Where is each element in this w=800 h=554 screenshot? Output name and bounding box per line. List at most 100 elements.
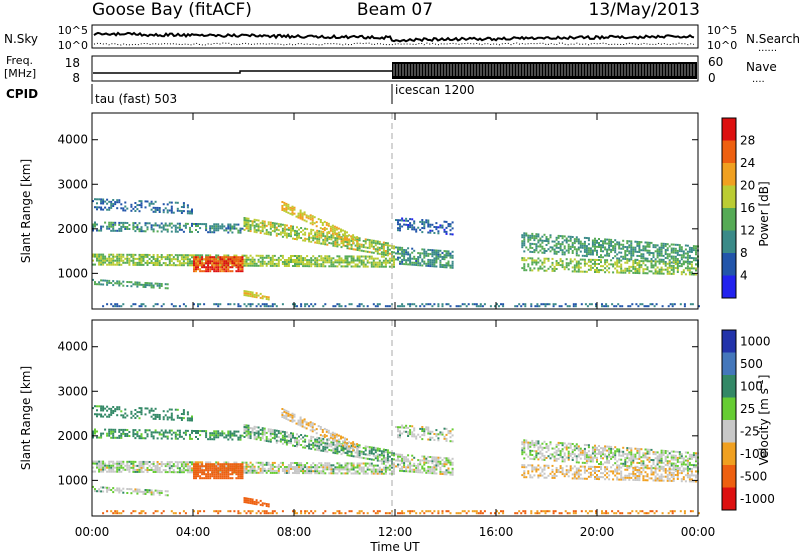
power-cell [612,245,615,247]
power-cell [267,233,270,236]
velocity-cell [168,416,171,419]
power-cell [132,228,135,231]
power-cell [431,229,434,232]
velocity-cell [140,470,143,473]
power-cell [445,303,448,306]
power-cell [419,305,422,308]
power-cell [303,219,306,222]
velocity-cell [340,447,343,450]
power-cell [382,241,385,244]
power-cell [399,260,401,263]
power-cell [433,226,436,228]
date-title: 13/May/2013 [589,0,701,20]
velocity-cell [193,467,195,470]
power-cell [523,265,526,268]
power-cell [427,254,430,257]
power-cell [114,201,117,204]
power-cell [670,264,673,267]
power-cell [195,229,197,231]
velocity-cell [120,466,123,469]
power-cell [308,259,311,262]
velocity-cell [162,418,165,421]
power-cell [144,261,147,264]
velocity-cell [233,467,236,470]
power-cell [549,265,552,268]
power-cell [94,198,96,201]
power-cell [186,210,189,213]
power-cell [126,257,129,260]
power-cell [395,246,397,249]
velocity-cell [146,467,149,469]
power-cell [676,263,679,265]
power-cell [439,224,442,227]
power-cell [279,231,282,234]
velocity-cell [156,465,159,467]
power-cell [376,305,379,308]
power-cell [160,256,163,259]
power-cell [555,250,558,253]
velocity-cell [136,431,139,434]
velocity-cell [293,413,296,416]
power-cell [235,262,238,265]
velocity-cell [158,469,161,471]
velocity-cell [292,468,294,470]
power-cell [650,264,653,267]
power-cell [174,258,177,261]
power-cell [217,303,220,306]
power-cell [225,266,228,269]
power-cell [543,249,546,252]
power-cell [572,305,575,308]
power-cell [376,240,379,243]
velocity-cell [134,464,137,467]
velocity-cell [350,462,353,465]
velocity-cell [342,472,345,475]
power-cell [391,259,393,262]
power-cell [241,256,244,259]
power-cell [449,305,452,308]
power-cell [269,258,272,261]
power-cell [399,225,401,228]
power-cell [253,258,256,261]
power-cell [255,262,258,265]
power-cell [656,254,659,257]
power-cell [658,272,661,275]
power-cell [656,252,659,255]
velocity-cell [249,461,252,464]
power-cell [285,208,288,211]
power-cell [618,245,621,248]
velocity-cell [293,419,296,422]
power-cell [445,230,448,233]
power-cell [92,253,94,256]
velocity-cell [182,465,185,468]
power-cell [110,253,113,256]
power-cell [636,242,639,245]
power-cell [205,225,208,228]
power-cell [227,303,230,306]
velocity-cell [158,489,161,492]
velocity-cell [344,439,346,442]
power-cell [682,252,685,255]
power-cell [581,270,584,273]
power-cell [561,262,564,265]
velocity-cell [209,432,212,435]
power-cell [128,261,131,264]
power-cell [372,303,375,306]
power-cell [205,256,208,259]
power-cell [290,229,292,232]
power-cell [449,233,452,236]
power-cell [330,236,333,239]
velocity-cell [283,416,286,419]
velocity-cell [98,466,101,469]
power-cell [176,256,179,259]
power-cell [425,252,428,255]
power-cell [98,263,101,266]
power-cell [658,268,661,271]
power-cell [245,260,248,263]
power-cell [294,303,296,306]
power-cell [294,305,296,308]
power-cell [98,255,101,258]
power-cell [553,248,556,251]
power-cell [106,257,109,260]
power-cell [524,305,527,308]
power-cell [172,262,175,265]
